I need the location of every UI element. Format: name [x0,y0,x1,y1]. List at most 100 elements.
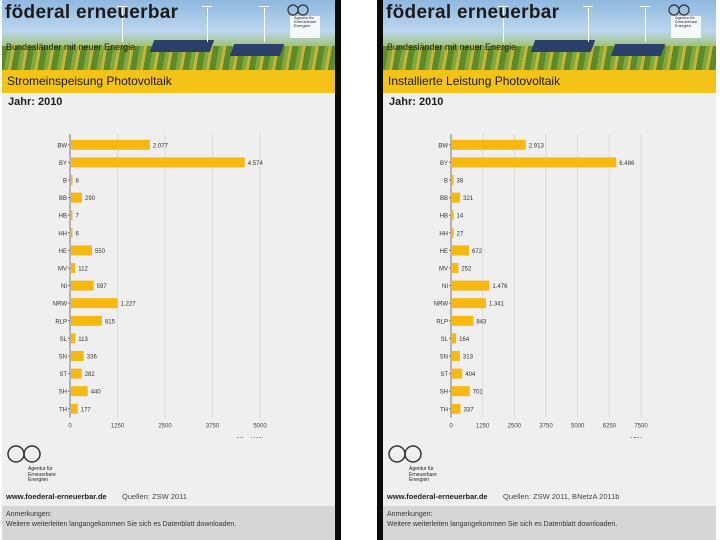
bar-b [71,175,73,185]
value-label: 1.341 [489,302,505,308]
value-label: 164 [459,337,470,343]
brand-title: föderal erneuerbar [386,2,560,23]
logo-line: Agentur für [675,15,695,20]
value-label: 597 [97,284,108,290]
x-tick-label: 1250 [476,424,490,430]
category-label: ST [440,372,448,378]
value-label: 4.574 [248,161,264,167]
bar-ni [71,280,94,291]
category-label: SH [440,390,448,396]
bar-rlp [452,315,474,326]
bar-by [452,157,617,168]
value-label: 1.227 [121,302,137,308]
category-label: RLP [436,319,448,325]
category-label: RLP [55,319,67,325]
website-link[interactable]: www.foederal-erneuerbar.de [6,492,107,501]
bar-mv [452,263,459,273]
x-axis-label: Mio. kWh [237,437,264,438]
value-label: 2.077 [153,143,169,149]
bar-hb [452,210,454,221]
x-tick-label: 0 [68,424,72,430]
bar-ni [452,280,490,291]
category-label: SL [441,337,449,343]
value-label: 8 [76,179,80,185]
header-banner: föderal erneuerbar Bundesländer mit neue… [383,0,716,70]
category-label: HH [58,231,67,237]
category-label: BB [440,196,448,202]
bar-bw [452,139,526,150]
chart-title: Installierte Leistung Photovoltaik [388,74,561,88]
category-label: NI [61,284,67,290]
bar-he [71,245,92,256]
logo-line: Erneuerbare [409,471,437,478]
bar-he [452,245,470,256]
infinity-logo-icon [7,445,41,463]
chart-title: Stromeinspeisung Photovoltaik [7,74,172,88]
notes-box: Anmerkungen: Weitere weiterleiten langan… [383,506,716,540]
separator [377,0,383,540]
footer-logo: Agentur für Erneuerbare Energien [4,440,124,490]
bar-hh [452,227,454,238]
value-label: 290 [85,196,96,202]
bar-th [71,403,78,414]
value-label: 113 [78,337,88,343]
logo-line: Energien [409,477,430,483]
bar-nrw [71,298,118,309]
value-label: 282 [85,372,96,378]
value-label: 337 [464,407,475,413]
notes-text: Weitere weiterleiten langangekommen Sie … [387,521,618,528]
bar-hb [71,210,73,221]
category-label: SN [440,355,448,361]
bar-sn [71,351,84,361]
agency-logo: Agentur für Erneuerbare Energien [665,3,707,39]
value-label: 6.486 [619,161,635,167]
infinity-logo-icon [668,4,701,38]
category-label: HB [59,214,67,220]
value-label: 843 [476,319,487,325]
x-tick-label: 6250 [603,424,617,430]
value-label: 27 [457,231,464,237]
logo-line: Erneuerbare [294,19,317,24]
header-banner: föderal erneuerbar Bundesländer mit neue… [2,0,335,70]
bar-sh [71,386,88,397]
brand-subtitle: Bundesländer mit neuer Energie [387,42,517,52]
year-label: Jahr: 2010 [8,96,63,108]
notes-text: Weitere weiterleiten langangekommen Sie … [6,521,237,528]
logo-line: Energien [28,477,49,483]
website-link[interactable]: www.foederal-erneuerbar.de [387,492,488,501]
bar-sl [71,333,76,344]
logo-line: Erneuerbare [28,471,56,478]
category-label: TH [59,407,67,413]
factsheet-left: föderal erneuerbar Bundesländer mit neue… [2,0,335,540]
bar-chart: BW 2.077 BY 4.574 B 8 BB 290 HB 7 HH 6 HE 550 MV 112 NI 5… [53,134,267,438]
bar-rlp [71,315,102,326]
category-label: NI [442,284,448,290]
year-label: Jahr: 2010 [389,96,444,108]
logo-line: Energien [675,23,692,28]
value-label: 440 [91,390,102,396]
infinity-logo-icon [287,4,320,38]
brand-subtitle: Bundesländer mit neuer Energie [6,42,136,52]
notes-box: Anmerkungen: Weitere weiterleiten langan… [2,506,335,540]
category-label: SN [59,355,67,361]
bar-sn [452,351,460,361]
category-label: BY [59,161,67,167]
value-label: 1.476 [492,284,508,290]
brand-title: föderal erneuerbar [5,2,179,23]
infinity-logo-icon [388,445,422,463]
value-label: 6 [76,231,80,237]
bar-bb [452,192,461,203]
notes-heading: Anmerkungen: [387,511,433,518]
logo-line: Agentur für [409,466,434,472]
value-label: 2.913 [529,143,545,149]
category-label: HE [440,249,448,255]
bar-st [71,368,82,379]
x-tick-label: 1250 [111,424,125,430]
value-label: 252 [461,267,472,273]
x-axis-label: MWp [630,437,646,438]
category-label: BW [438,143,448,149]
value-label: 815 [105,319,116,325]
x-tick-label: 7500 [634,424,648,430]
value-label: 404 [465,372,476,378]
logo-line: Energien [294,23,311,28]
